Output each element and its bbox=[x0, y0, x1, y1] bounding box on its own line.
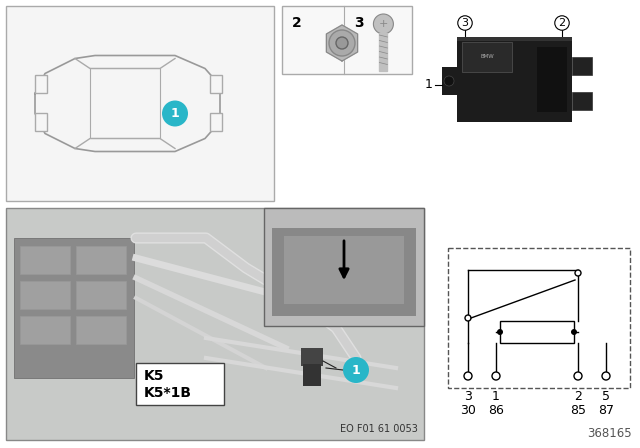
Circle shape bbox=[492, 372, 500, 380]
Bar bbox=[303, 364, 321, 386]
Text: 2: 2 bbox=[292, 16, 301, 30]
Text: EO F01 61 0053: EO F01 61 0053 bbox=[340, 424, 418, 434]
Bar bbox=[457, 37, 572, 122]
Bar bbox=[572, 92, 592, 110]
Bar bbox=[282, 6, 412, 74]
Text: 368165: 368165 bbox=[588, 427, 632, 440]
Circle shape bbox=[464, 372, 472, 380]
Bar bbox=[6, 208, 424, 440]
Text: 3: 3 bbox=[355, 16, 364, 30]
Bar bbox=[210, 113, 222, 132]
Text: 3: 3 bbox=[464, 390, 472, 403]
Bar bbox=[20, 246, 70, 274]
Text: 5: 5 bbox=[602, 390, 610, 403]
Bar bbox=[272, 228, 416, 316]
Text: 85: 85 bbox=[570, 404, 586, 417]
Bar bbox=[6, 6, 274, 201]
Text: 1: 1 bbox=[425, 78, 433, 91]
Bar bbox=[457, 37, 572, 41]
Text: 1: 1 bbox=[351, 363, 360, 376]
Circle shape bbox=[571, 329, 577, 335]
Bar bbox=[500, 321, 574, 343]
Circle shape bbox=[465, 315, 471, 321]
Text: K5: K5 bbox=[144, 369, 164, 383]
Bar bbox=[572, 57, 592, 75]
Text: 1: 1 bbox=[171, 107, 179, 120]
Bar bbox=[301, 348, 323, 366]
Bar bbox=[136, 363, 224, 405]
Text: 3: 3 bbox=[461, 18, 468, 28]
Bar bbox=[284, 236, 404, 304]
Text: 86: 86 bbox=[488, 404, 504, 417]
Circle shape bbox=[575, 270, 581, 276]
Circle shape bbox=[574, 372, 582, 380]
Bar bbox=[76, 316, 126, 344]
Bar bbox=[76, 281, 126, 309]
Circle shape bbox=[343, 357, 369, 383]
Bar bbox=[35, 113, 47, 132]
Circle shape bbox=[329, 30, 355, 56]
Text: 2: 2 bbox=[574, 390, 582, 403]
Polygon shape bbox=[380, 33, 387, 71]
Circle shape bbox=[336, 37, 348, 49]
Circle shape bbox=[162, 100, 188, 126]
Circle shape bbox=[373, 14, 394, 34]
Bar bbox=[537, 47, 567, 112]
Text: 2: 2 bbox=[559, 18, 566, 28]
Bar bbox=[20, 281, 70, 309]
Polygon shape bbox=[326, 25, 358, 61]
Bar bbox=[448, 248, 630, 388]
Bar bbox=[20, 316, 70, 344]
Bar bbox=[35, 76, 47, 94]
Text: +: + bbox=[379, 19, 388, 29]
Bar bbox=[210, 76, 222, 94]
Circle shape bbox=[444, 76, 454, 86]
Circle shape bbox=[497, 329, 503, 335]
Circle shape bbox=[602, 372, 610, 380]
Text: 87: 87 bbox=[598, 404, 614, 417]
Bar bbox=[264, 208, 424, 326]
Text: K5*1B: K5*1B bbox=[144, 386, 192, 400]
Text: 30: 30 bbox=[460, 404, 476, 417]
Text: BMW: BMW bbox=[480, 55, 494, 60]
Bar bbox=[14, 238, 134, 378]
Bar bbox=[462, 42, 512, 72]
Text: 1: 1 bbox=[492, 390, 500, 403]
Bar bbox=[76, 246, 126, 274]
Bar bbox=[442, 67, 460, 95]
